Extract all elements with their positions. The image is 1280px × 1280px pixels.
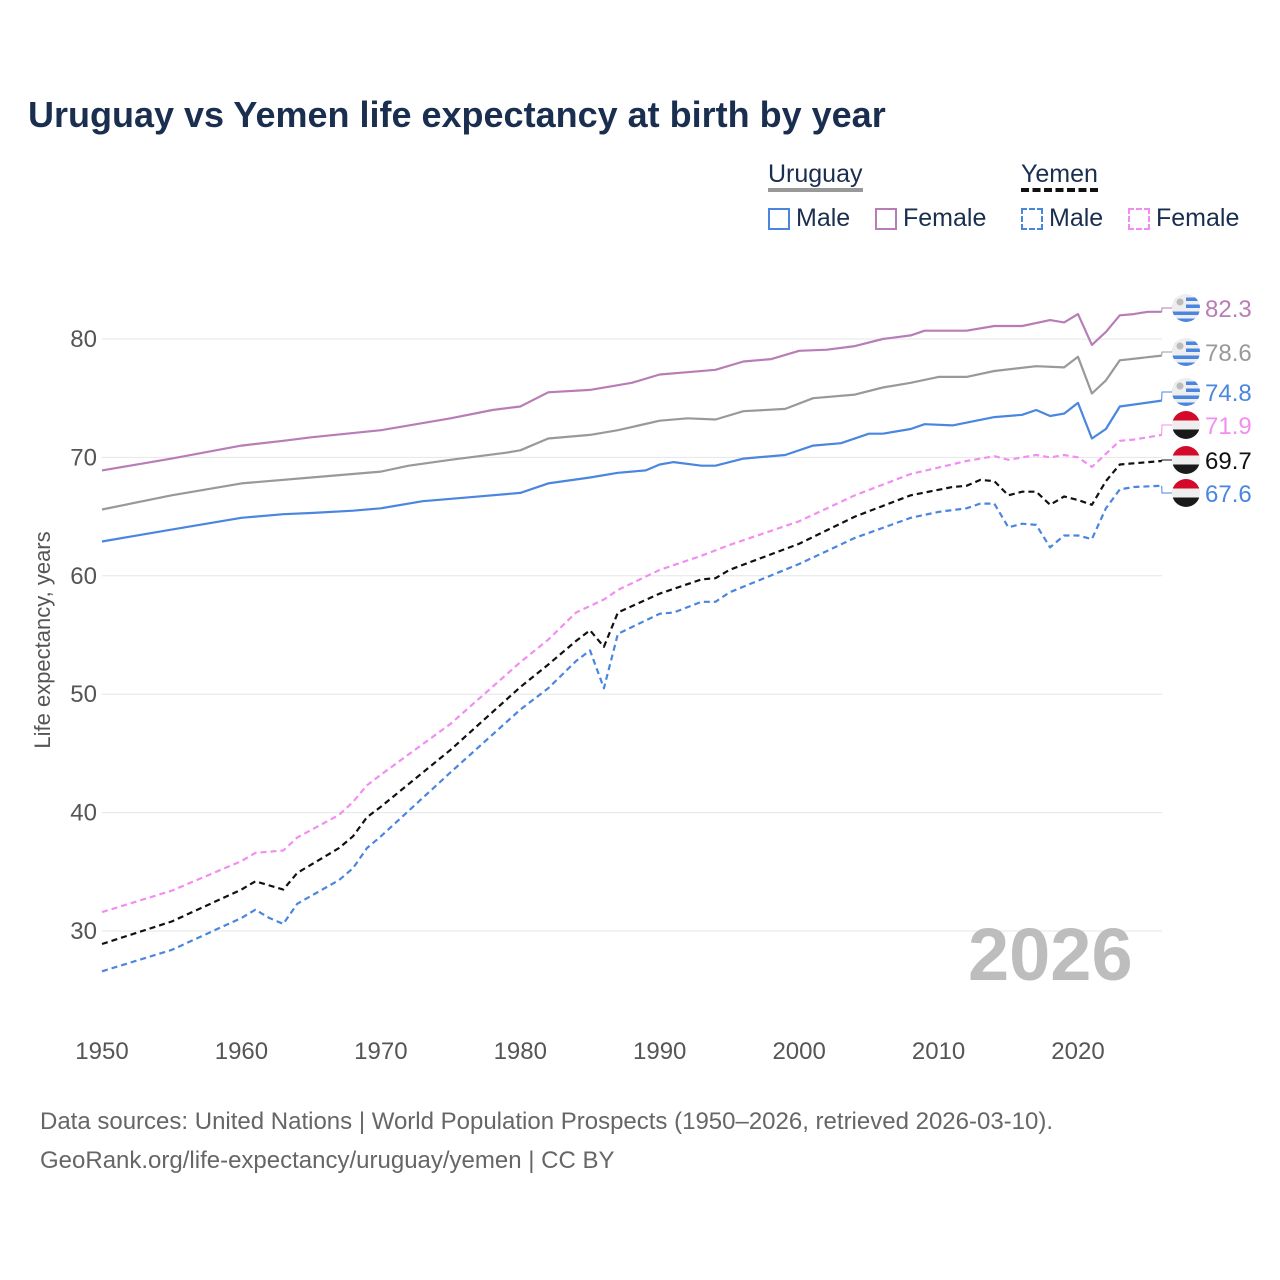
end-value-label: 74.8	[1205, 380, 1252, 407]
series-line-yemen-total[interactable]	[101, 459, 1162, 946]
x-tick-label: 1990	[633, 1038, 686, 1065]
y-tick-label: 60	[70, 563, 97, 590]
legend-label: Female	[1156, 204, 1240, 232]
x-tick-label: 2000	[772, 1038, 825, 1065]
yemen-flag-icon	[1172, 446, 1200, 474]
source-line-1: Data sources: United Nations | World Pop…	[40, 1108, 1054, 1135]
end-value-label: 71.9	[1205, 413, 1252, 440]
uruguay-flag-icon	[1172, 378, 1200, 406]
yemen-flag-icon	[1172, 411, 1200, 439]
end-value-label: 67.6	[1205, 481, 1252, 508]
end-connector	[1161, 485, 1172, 494]
legend-swatch	[768, 207, 790, 230]
current-year-watermark: 2026	[968, 913, 1133, 996]
legend-label: Male	[796, 204, 851, 232]
series-line-yemen-male[interactable]	[101, 484, 1162, 973]
end-connector	[1161, 459, 1172, 462]
y-tick-label: 30	[70, 918, 97, 945]
legend-uruguay-male[interactable]: Male	[768, 204, 850, 233]
x-tick-label: 2020	[1051, 1038, 1104, 1065]
end-connector	[1161, 351, 1172, 356]
legend-label: Male	[1049, 204, 1104, 232]
x-tick-label: 1950	[75, 1038, 128, 1065]
y-tick-label: 80	[70, 326, 97, 353]
legend-swatch	[1128, 207, 1150, 230]
series-line-uruguay-male[interactable]	[101, 399, 1162, 543]
series-line-uruguay-total[interactable]	[101, 354, 1162, 511]
y-axis-label: Life expectancy, years	[30, 531, 55, 748]
end-connector	[1161, 424, 1172, 435]
source-link[interactable]: GeoRank.org/life-expectancy/uruguay/yeme…	[40, 1147, 615, 1174]
legend-group-uruguay: Uruguay	[768, 160, 863, 192]
legend-group-yemen: Yemen	[1021, 160, 1098, 192]
legend-swatch	[875, 207, 897, 230]
y-tick-label: 70	[70, 444, 97, 471]
x-tick-label: 1980	[494, 1038, 547, 1065]
uruguay-flag-icon	[1172, 294, 1200, 322]
end-value-label: 82.3	[1205, 296, 1252, 323]
uruguay-flag-icon	[1172, 338, 1200, 366]
yemen-flag-icon	[1172, 479, 1200, 507]
legend-uruguay-female[interactable]: Female	[875, 204, 986, 233]
series-line-uruguay-female[interactable]	[101, 310, 1162, 472]
legend-label: Female	[903, 204, 987, 232]
legend-yemen-female[interactable]: Female	[1128, 204, 1239, 233]
end-value-label: 78.6	[1205, 340, 1252, 367]
end-value-label: 69.7	[1205, 448, 1252, 475]
end-connector	[1161, 391, 1172, 401]
x-tick-label: 1960	[215, 1038, 268, 1065]
y-tick-label: 40	[70, 800, 97, 827]
end-connector	[1161, 307, 1172, 312]
legend-swatch	[1021, 207, 1043, 230]
x-tick-label: 2010	[912, 1038, 965, 1065]
series-line-yemen-female[interactable]	[101, 433, 1162, 914]
x-tick-label: 1970	[354, 1038, 407, 1065]
y-tick-label: 50	[70, 681, 97, 708]
chart-title: Uruguay vs Yemen life expectancy at birt…	[28, 94, 886, 135]
legend-yemen-male[interactable]: Male	[1021, 204, 1103, 233]
